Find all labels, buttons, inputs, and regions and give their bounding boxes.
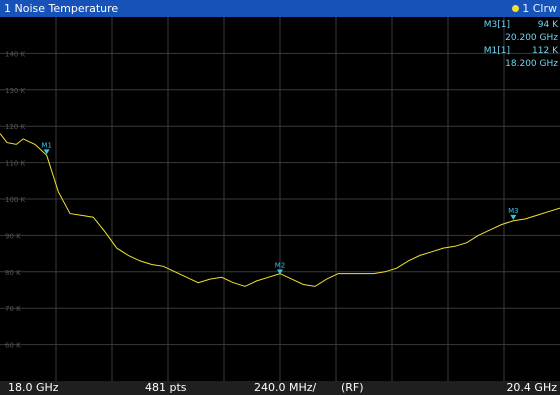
trace-label: 1 Clrw	[522, 2, 557, 15]
noise-temperature-chart[interactable]: 140 K 130 K 120 K 110 K 100 K 90 K 80 K 70 K 60 …	[0, 17, 560, 381]
span-per-division: 240.0 MHz/	[254, 381, 317, 394]
marker-value: 112 K	[532, 46, 558, 56]
plot-area[interactable]: 140 K 130 K 120 K 110 K 100 K 90 K 80 K 70 K 60 …	[0, 17, 560, 381]
stop-frequency: 20.4 GHz	[506, 381, 557, 394]
footer-bar: 18.0 GHz 481 pts 240.0 MHz/ (RF) 20.4 GH…	[0, 381, 560, 395]
marker-triangle-icon	[43, 149, 50, 155]
y-tick-label: 80 K	[5, 269, 21, 277]
marker-label: M3	[508, 207, 519, 215]
trace-indicator[interactable]: 1 Clrw	[512, 0, 557, 17]
marker-table: M3[1] 94 K 20.200 GHz M1[1] 112 K 18.200…	[470, 19, 560, 71]
window-titlebar: 1 Noise Temperature 1 Clrw	[0, 0, 560, 17]
y-tick-label: 110 K	[5, 160, 26, 168]
marker-freq: 20.200 GHz	[505, 33, 558, 43]
marker-label: M3[1]	[483, 20, 510, 30]
marker-label: M1[1]	[483, 46, 510, 56]
y-tick-label: 70 K	[5, 305, 21, 313]
trace-line	[0, 133, 560, 287]
input-mode: (RF)	[341, 381, 364, 394]
marker-freq: 18.200 GHz	[505, 59, 558, 69]
y-tick-label: 60 K	[5, 342, 21, 350]
marker-label: M1	[41, 141, 52, 149]
y-tick-label: 90 K	[5, 232, 21, 240]
marker-row-m1: M1[1] 112 K	[470, 45, 560, 58]
marker-triangle-icon	[277, 269, 283, 275]
start-frequency: 18.0 GHz	[8, 381, 59, 394]
sweep-points: 481 pts	[145, 381, 187, 394]
marker-row-m3: M3[1] 94 K	[470, 19, 560, 32]
window-title: 1 Noise Temperature	[4, 2, 119, 15]
y-tick-label: 140 K	[5, 50, 26, 58]
y-tick-label: 100 K	[5, 196, 26, 204]
trace-dot-icon	[512, 4, 520, 12]
marker-label: M2	[275, 261, 286, 269]
marker-value: 94 K	[537, 20, 558, 30]
y-tick-label: 130 K	[5, 87, 26, 95]
marker-triangle-icon	[510, 214, 517, 220]
y-tick-label: 120 K	[5, 123, 26, 131]
